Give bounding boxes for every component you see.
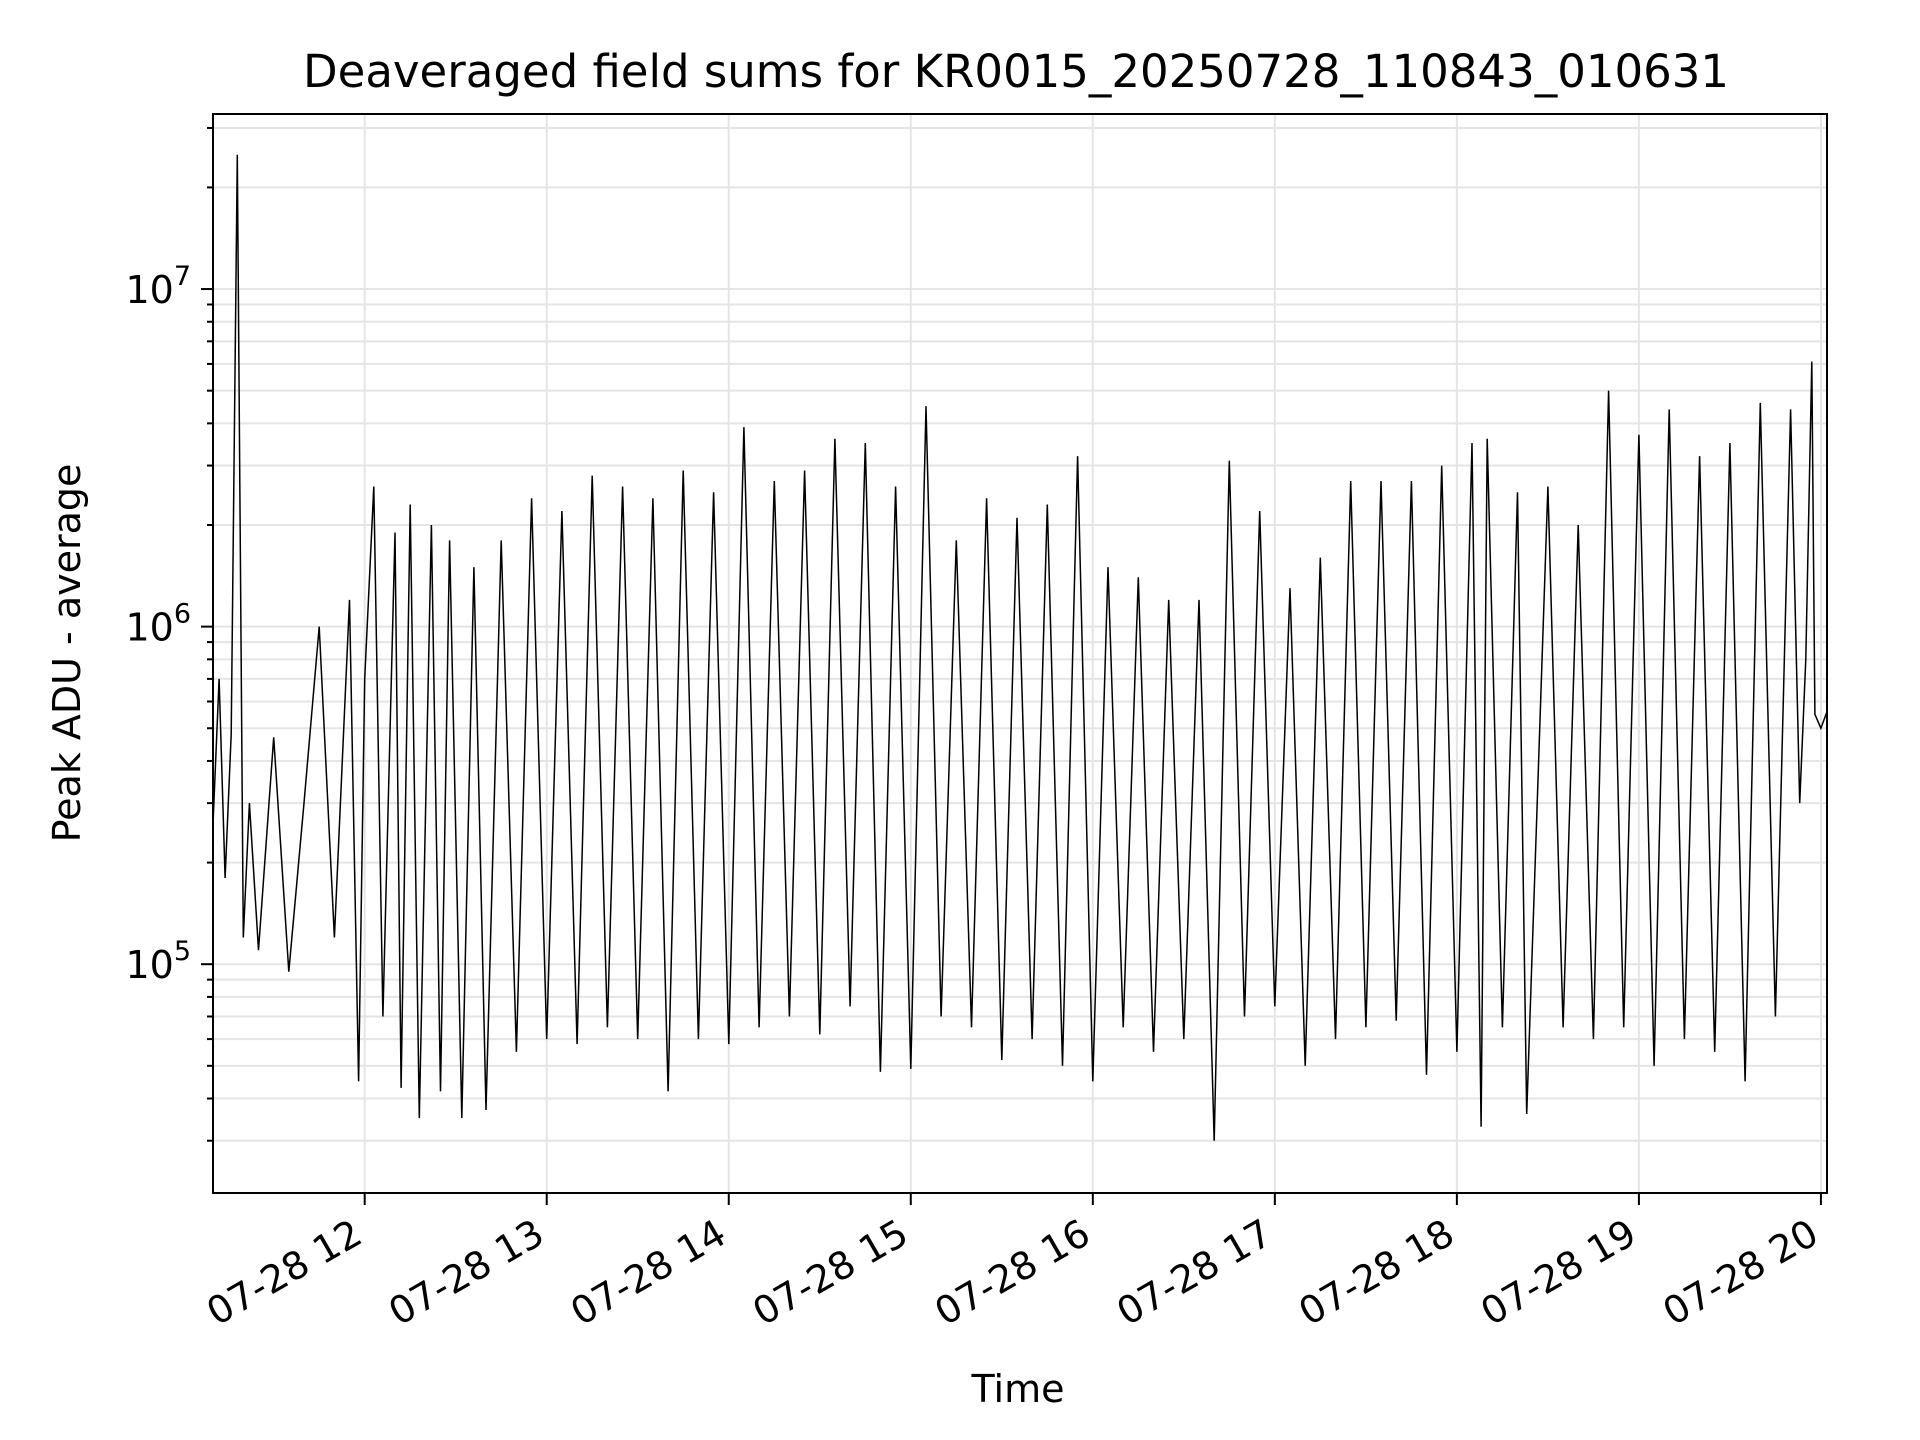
series-line [212, 154, 1828, 1141]
y-axis-label: Peak ADU - average [45, 464, 89, 843]
series [212, 154, 1828, 1141]
x-axis-label: Time [971, 1367, 1065, 1411]
chart-title: Deaveraged field sums for KR0015_2025072… [303, 45, 1729, 98]
grid [213, 114, 1827, 1193]
y-tick-label: 107 [125, 261, 191, 312]
y-tick-label: 106 [125, 599, 191, 650]
plot-frame [212, 113, 1828, 1194]
y-tick-label: 105 [125, 936, 191, 987]
y-axis: 105 106 107 [125, 126, 213, 1142]
